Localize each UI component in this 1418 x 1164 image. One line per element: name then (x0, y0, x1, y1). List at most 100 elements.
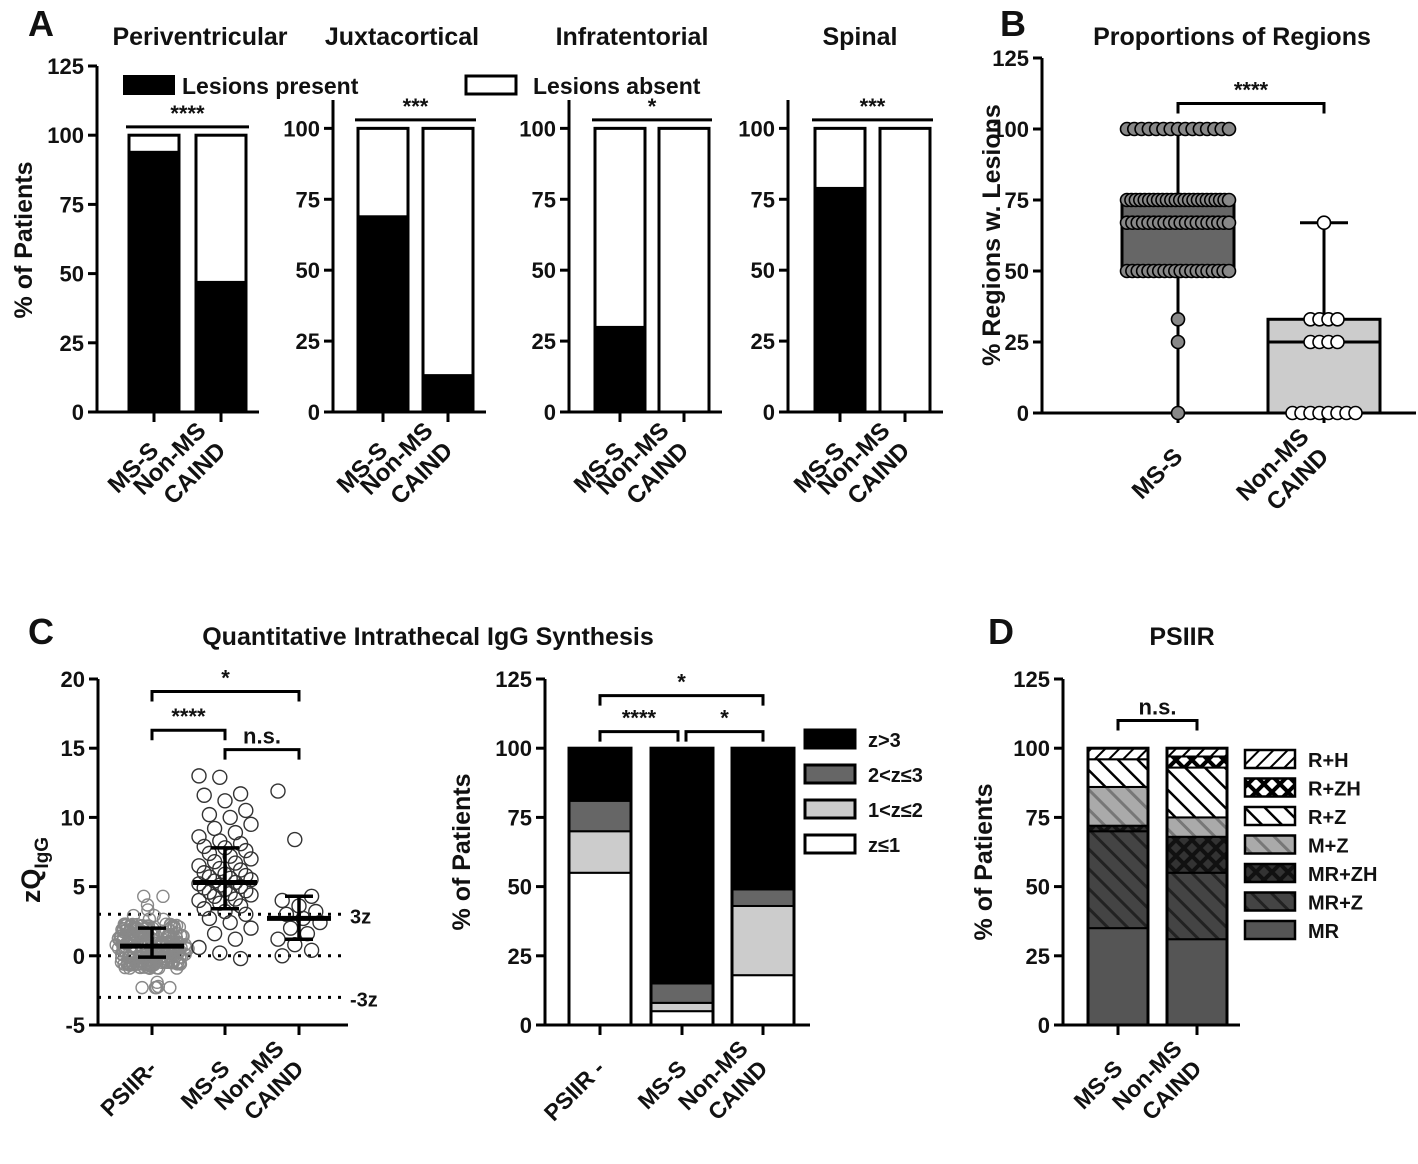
chart-c1-point (125, 956, 140, 970)
chart-b-point (1170, 334, 1186, 350)
chart-c1-point (123, 918, 138, 932)
chart-a4-sig-label: *** (860, 94, 886, 119)
chart-c1-sig-bracket (150, 728, 227, 741)
panel-d: 0 25 50 75 100 125 n.s. PSIIR % of Patients R+H R+… (970, 623, 1377, 1125)
chart-a2-y-tick-label: 100 (283, 116, 320, 141)
chart-d-sig-bracket (1116, 719, 1199, 731)
chart-a3-title: Infratentorial (556, 23, 709, 51)
chart-d-legend-swatch (1243, 748, 1297, 770)
chart-d-bar-segment (1166, 835, 1228, 874)
chart-c1-point (191, 768, 207, 784)
chart-a2-bar-segment (357, 127, 409, 218)
chart-a2-sig-label: *** (403, 94, 429, 119)
chart-a4-bar-segment (814, 127, 866, 189)
chart-c1-point (282, 920, 299, 936)
chart-c2-legend-swatch (803, 763, 857, 785)
chart-a3-y-tick-label: 0 (544, 400, 556, 425)
chart-b-category-label: Non-MSCAIND (1231, 423, 1334, 526)
chart-b-y-tick-label: 50 (1005, 259, 1029, 284)
chart-b-point (1170, 311, 1186, 327)
chart-d-y-tick-label: 0 (1038, 1013, 1050, 1038)
chart-c1-point (238, 802, 254, 819)
chart-c1-point (222, 809, 238, 826)
chart-c1-reference-label: 3z (350, 906, 371, 928)
chart-a4-category-label: Non-MSCAIND (812, 417, 915, 520)
chart-a4-title: Spinal (822, 23, 897, 51)
chart-d-bar-segment (1166, 755, 1228, 769)
chart-c1-point (270, 783, 286, 799)
chart-c1-point (142, 912, 157, 926)
chart-a3-bar-segment (594, 325, 646, 413)
chart-c1-point (137, 889, 151, 904)
chart-c1-point (222, 914, 238, 931)
chart-c1-point (135, 980, 149, 995)
chart-a2-bar-segment (357, 215, 409, 413)
chart-c2-legend-label: 1<z≤2 (868, 800, 923, 822)
chart-c1-point (243, 851, 259, 867)
chart-c2-y-tick-label: 125 (495, 667, 532, 692)
chart-c1-point (232, 786, 249, 802)
chart-c2-sig-bracket (684, 730, 765, 742)
chart-c2-category-line: PSIIR - (539, 1055, 610, 1126)
chart-c1-reference-label: -3z (350, 989, 378, 1011)
chart-c2-legend-label: z>3 (868, 730, 901, 752)
chart-b-y-tick-label: 25 (1005, 330, 1029, 355)
chart-c1-category-label: Non-MSCAIND (209, 1035, 309, 1135)
panel-a: 0255075100125MS-SNon-MSCAIND****Perivent… (10, 23, 943, 520)
chart-c2-bar-segment (650, 747, 714, 985)
chart-c1-y-tick-label: 10 (61, 805, 85, 830)
chart-d-legend-swatch (1243, 862, 1297, 884)
chart-d-bar-segment (1087, 758, 1149, 788)
panel-label-b: B (1000, 3, 1026, 44)
chart-a4-bar-segment (879, 127, 931, 413)
chart-d-bar-segment (1087, 747, 1149, 761)
chart-b-y-tick-label: 75 (1005, 188, 1029, 213)
chart-c1-point (312, 914, 328, 931)
chart-c1-category-line: PSIIR- (95, 1055, 161, 1121)
chart-d-y-tick-label: 75 (1026, 805, 1050, 830)
chart-c2-sig-label: **** (622, 706, 657, 731)
chart-c2-y-tick-label: 0 (520, 1013, 532, 1038)
chart-c1-y-tick-label: 5 (73, 875, 85, 900)
chart-d-legend-label: R+H (1308, 750, 1349, 772)
chart-d-legend-label: R+ZH (1308, 779, 1361, 801)
chart-a3-bar-segment (658, 127, 710, 413)
chart-a2-y-tick-label: 50 (296, 258, 320, 283)
chart-d-title: PSIIR (1149, 623, 1214, 651)
chart-c2-bar-segment (731, 747, 795, 891)
chart-d-y-tick-label: 100 (1013, 736, 1050, 761)
chart-a3-y-tick-label: 100 (519, 116, 556, 141)
chart-d-legend-swatch (1243, 919, 1297, 941)
chart-a3-category-label: Non-MSCAIND (591, 417, 694, 520)
chart-c2-sig-bracket (598, 694, 765, 706)
chart-c1-y-title: zQIgG (16, 837, 53, 903)
chart-b-box (1120, 198, 1236, 273)
chart-c1-point (170, 961, 184, 975)
chart-c1-point (227, 931, 244, 947)
chart-c2-legend-swatch (803, 798, 857, 820)
chart-c1-point (243, 816, 259, 833)
chart-c2-sig-label: * (677, 670, 686, 695)
chart-c2-bar-segment (568, 799, 632, 833)
chart-d-legend-swatch (1243, 834, 1297, 855)
chart-c2-legend-swatch (803, 728, 857, 750)
legend-swatch-absent (464, 74, 518, 96)
chart-d-sig-label: n.s. (1139, 695, 1177, 720)
chart-a1-category-label: Non-MSCAIND (128, 417, 231, 520)
chart-c1-point (152, 961, 166, 975)
chart-c1-point (243, 920, 259, 936)
chart-d-legend-label: R+Z (1308, 807, 1346, 829)
chart-c1-point (274, 892, 290, 909)
chart-b-point (1221, 121, 1237, 137)
chart-c1-point (270, 931, 286, 947)
chart-c1-point (222, 885, 238, 902)
chart-d-y-tick-label: 125 (1013, 667, 1050, 692)
chart-a1-y-tick-label: 125 (47, 54, 84, 79)
chart-c1-point (118, 960, 132, 975)
chart-c2-sig-bracket (598, 730, 680, 742)
chart-c1-point (162, 942, 176, 957)
chart-c1-point (238, 842, 254, 859)
chart-b-point (1221, 192, 1237, 208)
chart-a1-title: Periventricular (112, 23, 287, 51)
